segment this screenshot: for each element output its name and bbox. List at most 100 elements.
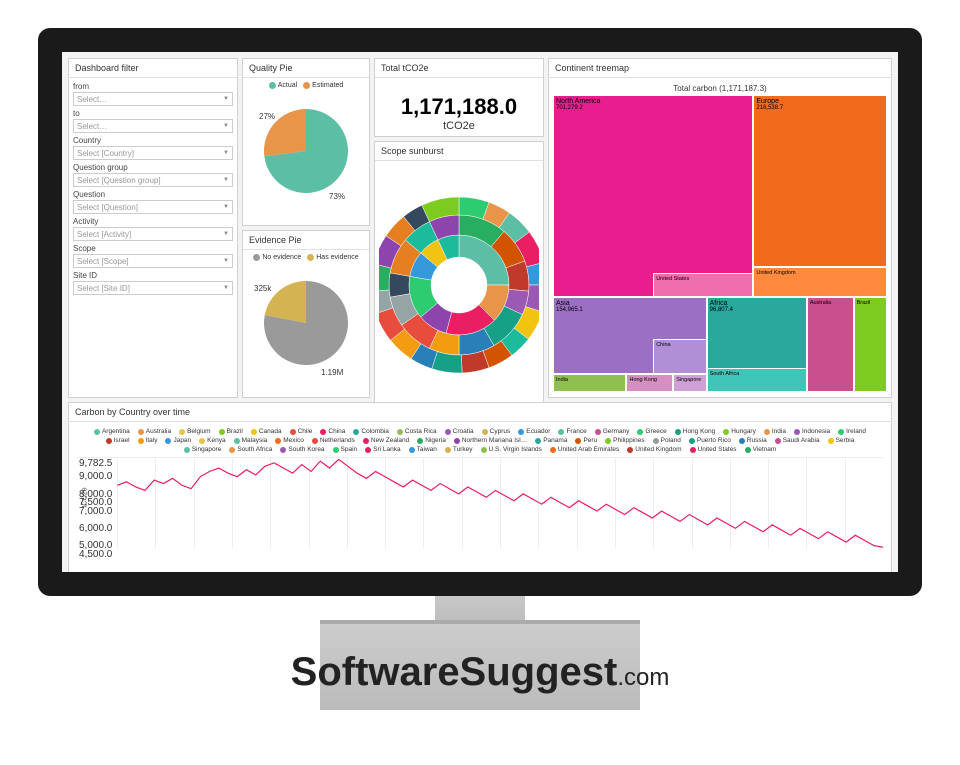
treemap-title: Continent treemap — [549, 59, 891, 78]
country-legend-item[interactable]: Australia — [138, 428, 171, 435]
quality-pie-body: ActualEstimated 73%27% — [243, 78, 369, 225]
filter-label-2: Country — [73, 136, 233, 145]
filter-select-6[interactable]: Select [Scope] — [73, 254, 233, 268]
country-legend-item[interactable]: Mexico — [275, 437, 304, 444]
country-legend-item[interactable]: Vietnam — [745, 446, 777, 453]
country-legend-item[interactable]: Hong Kong — [675, 428, 716, 435]
filter-label-5: Activity — [73, 217, 233, 226]
filter-select-5[interactable]: Select [Activity] — [73, 227, 233, 241]
country-legend-item[interactable]: South Korea — [280, 446, 324, 453]
treemap-panel: Continent treemap Total carbon (1,171,18… — [548, 58, 892, 398]
filter-select-1[interactable]: Select… — [73, 119, 233, 133]
filter-label-0: from — [73, 82, 233, 91]
svg-text:73%: 73% — [329, 192, 345, 201]
country-legend-item[interactable]: Taiwan — [409, 446, 437, 453]
country-legend-item[interactable]: Germany — [595, 428, 630, 435]
country-legend-item[interactable]: China — [320, 428, 345, 435]
filter-select-0[interactable]: Select… — [73, 92, 233, 106]
country-legend-item[interactable]: United Kingdom — [627, 446, 681, 453]
filter-select-2[interactable]: Select [Country] — [73, 146, 233, 160]
country-legend-item[interactable]: India — [764, 428, 786, 435]
treemap-cell[interactable]: Brazil — [854, 297, 887, 392]
treemap-cell[interactable]: Australia — [807, 297, 854, 392]
country-legend-item[interactable]: Netherlands — [312, 437, 355, 444]
pie-column: Quality Pie ActualEstimated 73%27% Evide… — [242, 58, 370, 398]
country-legend-item[interactable]: Peru — [575, 437, 597, 444]
sunburst-title: Scope sunburst — [375, 142, 543, 161]
sunburst-panel: Scope sunburst — [374, 141, 544, 403]
filter-select-3[interactable]: Select [Question group] — [73, 173, 233, 187]
treemap-cell[interactable]: South Africa — [707, 368, 807, 392]
watermark-suffix: .com — [617, 664, 669, 691]
country-legend-item[interactable]: Nigeria — [417, 437, 446, 444]
country-legend-item[interactable]: Russia — [739, 437, 767, 444]
quality-pie-title: Quality Pie — [243, 59, 369, 78]
treemap-cell[interactable]: China — [653, 339, 706, 375]
country-legend-item[interactable]: Hungary — [723, 428, 756, 435]
treemap-cell[interactable]: Singapore — [673, 374, 706, 392]
country-legend-item[interactable]: South Africa — [229, 446, 272, 453]
country-legend-item[interactable]: Japan — [165, 437, 191, 444]
country-legend-item[interactable]: United States — [690, 446, 737, 453]
country-legend-item[interactable]: Greece — [637, 428, 666, 435]
country-legend-item[interactable]: Ecuador — [518, 428, 550, 435]
country-legend-item[interactable]: U.S. Virgin Islands — [481, 446, 542, 453]
filter-select-4[interactable]: Select [Question] — [73, 200, 233, 214]
timechart-panel: Carbon by Country over time Argentina Aus… — [68, 402, 892, 582]
treemap-cell[interactable]: United States — [653, 273, 753, 297]
treemap-cell[interactable]: Europe216,538.7 — [753, 95, 887, 267]
country-legend-item[interactable]: Spain — [333, 446, 358, 453]
country-legend-item[interactable]: Turkey — [445, 446, 473, 453]
legend-item: No evidence — [253, 254, 301, 261]
country-legend-item[interactable]: Northern Mariana Isl… — [454, 437, 527, 444]
country-legend-item[interactable]: United Arab Emirates — [550, 446, 619, 453]
filter-panel: Dashboard filter from Select…to Select…C… — [68, 58, 238, 398]
country-legend-item[interactable]: Croatia — [445, 428, 474, 435]
metric-body: 1,171,188.0 tCO2e — [375, 78, 543, 136]
country-legend-item[interactable]: Ireland — [838, 428, 866, 435]
country-legend-item[interactable]: Kenya — [199, 437, 225, 444]
metric-panel: Total tCO2e 1,171,188.0 tCO2e — [374, 58, 544, 137]
country-legend-item[interactable]: Panama — [535, 437, 567, 444]
country-legend-item[interactable]: Philippines — [605, 437, 644, 444]
filter-title: Dashboard filter — [69, 59, 237, 78]
country-legend-item[interactable]: Indonesia — [794, 428, 830, 435]
country-legend-item[interactable]: Serbia — [828, 437, 855, 444]
watermark-main: SoftwareSuggest — [291, 650, 618, 694]
treemap-cell[interactable]: North America701,279.2 — [553, 95, 753, 297]
legend-item: Has evidence — [307, 254, 358, 261]
country-legend-item[interactable]: New Zealand — [363, 437, 409, 444]
country-legend-item[interactable]: Brazil — [219, 428, 243, 435]
treemap-cell[interactable]: United Kingdom — [753, 267, 887, 297]
country-legend-item[interactable]: Chile — [290, 428, 313, 435]
chart-area: tCO2e 9,782.59,000.08,000.07,500.07,000.… — [77, 457, 883, 549]
country-legend-item[interactable]: Cyprus — [482, 428, 511, 435]
metric-unit: tCO2e — [379, 120, 539, 132]
country-legend-item[interactable]: Italy — [138, 437, 158, 444]
sunburst-chart — [379, 165, 539, 395]
country-legend-item[interactable]: Saudi Arabia — [775, 437, 820, 444]
quality-pie-panel: Quality Pie ActualEstimated 73%27% — [242, 58, 370, 226]
country-legend-item[interactable]: France — [558, 428, 586, 435]
y-tick: 4,500.0 — [79, 549, 112, 560]
watermark: SoftwareSuggest.com — [291, 650, 670, 695]
country-legend-item[interactable]: Singapore — [184, 446, 222, 453]
svg-text:1.19M: 1.19M — [321, 368, 344, 377]
country-legend-item[interactable]: Malaysia — [234, 437, 268, 444]
country-legend-item[interactable]: Argentina — [94, 428, 130, 435]
country-legend-item[interactable]: Colombia — [353, 428, 388, 435]
country-legend-item[interactable]: Sri Lanka — [365, 446, 400, 453]
treemap-cell[interactable]: India — [553, 374, 626, 392]
country-legend-item[interactable]: Poland — [653, 437, 681, 444]
treemap-cell[interactable]: Hong Kong — [626, 374, 673, 392]
country-legend-item[interactable]: Israel — [106, 437, 130, 444]
treemap-body: Total carbon (1,171,187.3) North America… — [549, 78, 891, 397]
metric-value: 1,171,188.0 — [379, 94, 539, 120]
timechart-title: Carbon by Country over time — [69, 403, 891, 422]
filter-select-7[interactable]: Select [Site ID] — [73, 281, 233, 295]
country-legend-item[interactable]: Belgium — [179, 428, 210, 435]
country-legend-item[interactable]: Canada — [251, 428, 282, 435]
country-legend-item[interactable]: Puerto Rico — [689, 437, 731, 444]
country-legend-item[interactable]: Costa Rica — [397, 428, 437, 435]
timechart-body: Argentina Australia Belgium Brazil Canada Chi… — [69, 422, 891, 581]
